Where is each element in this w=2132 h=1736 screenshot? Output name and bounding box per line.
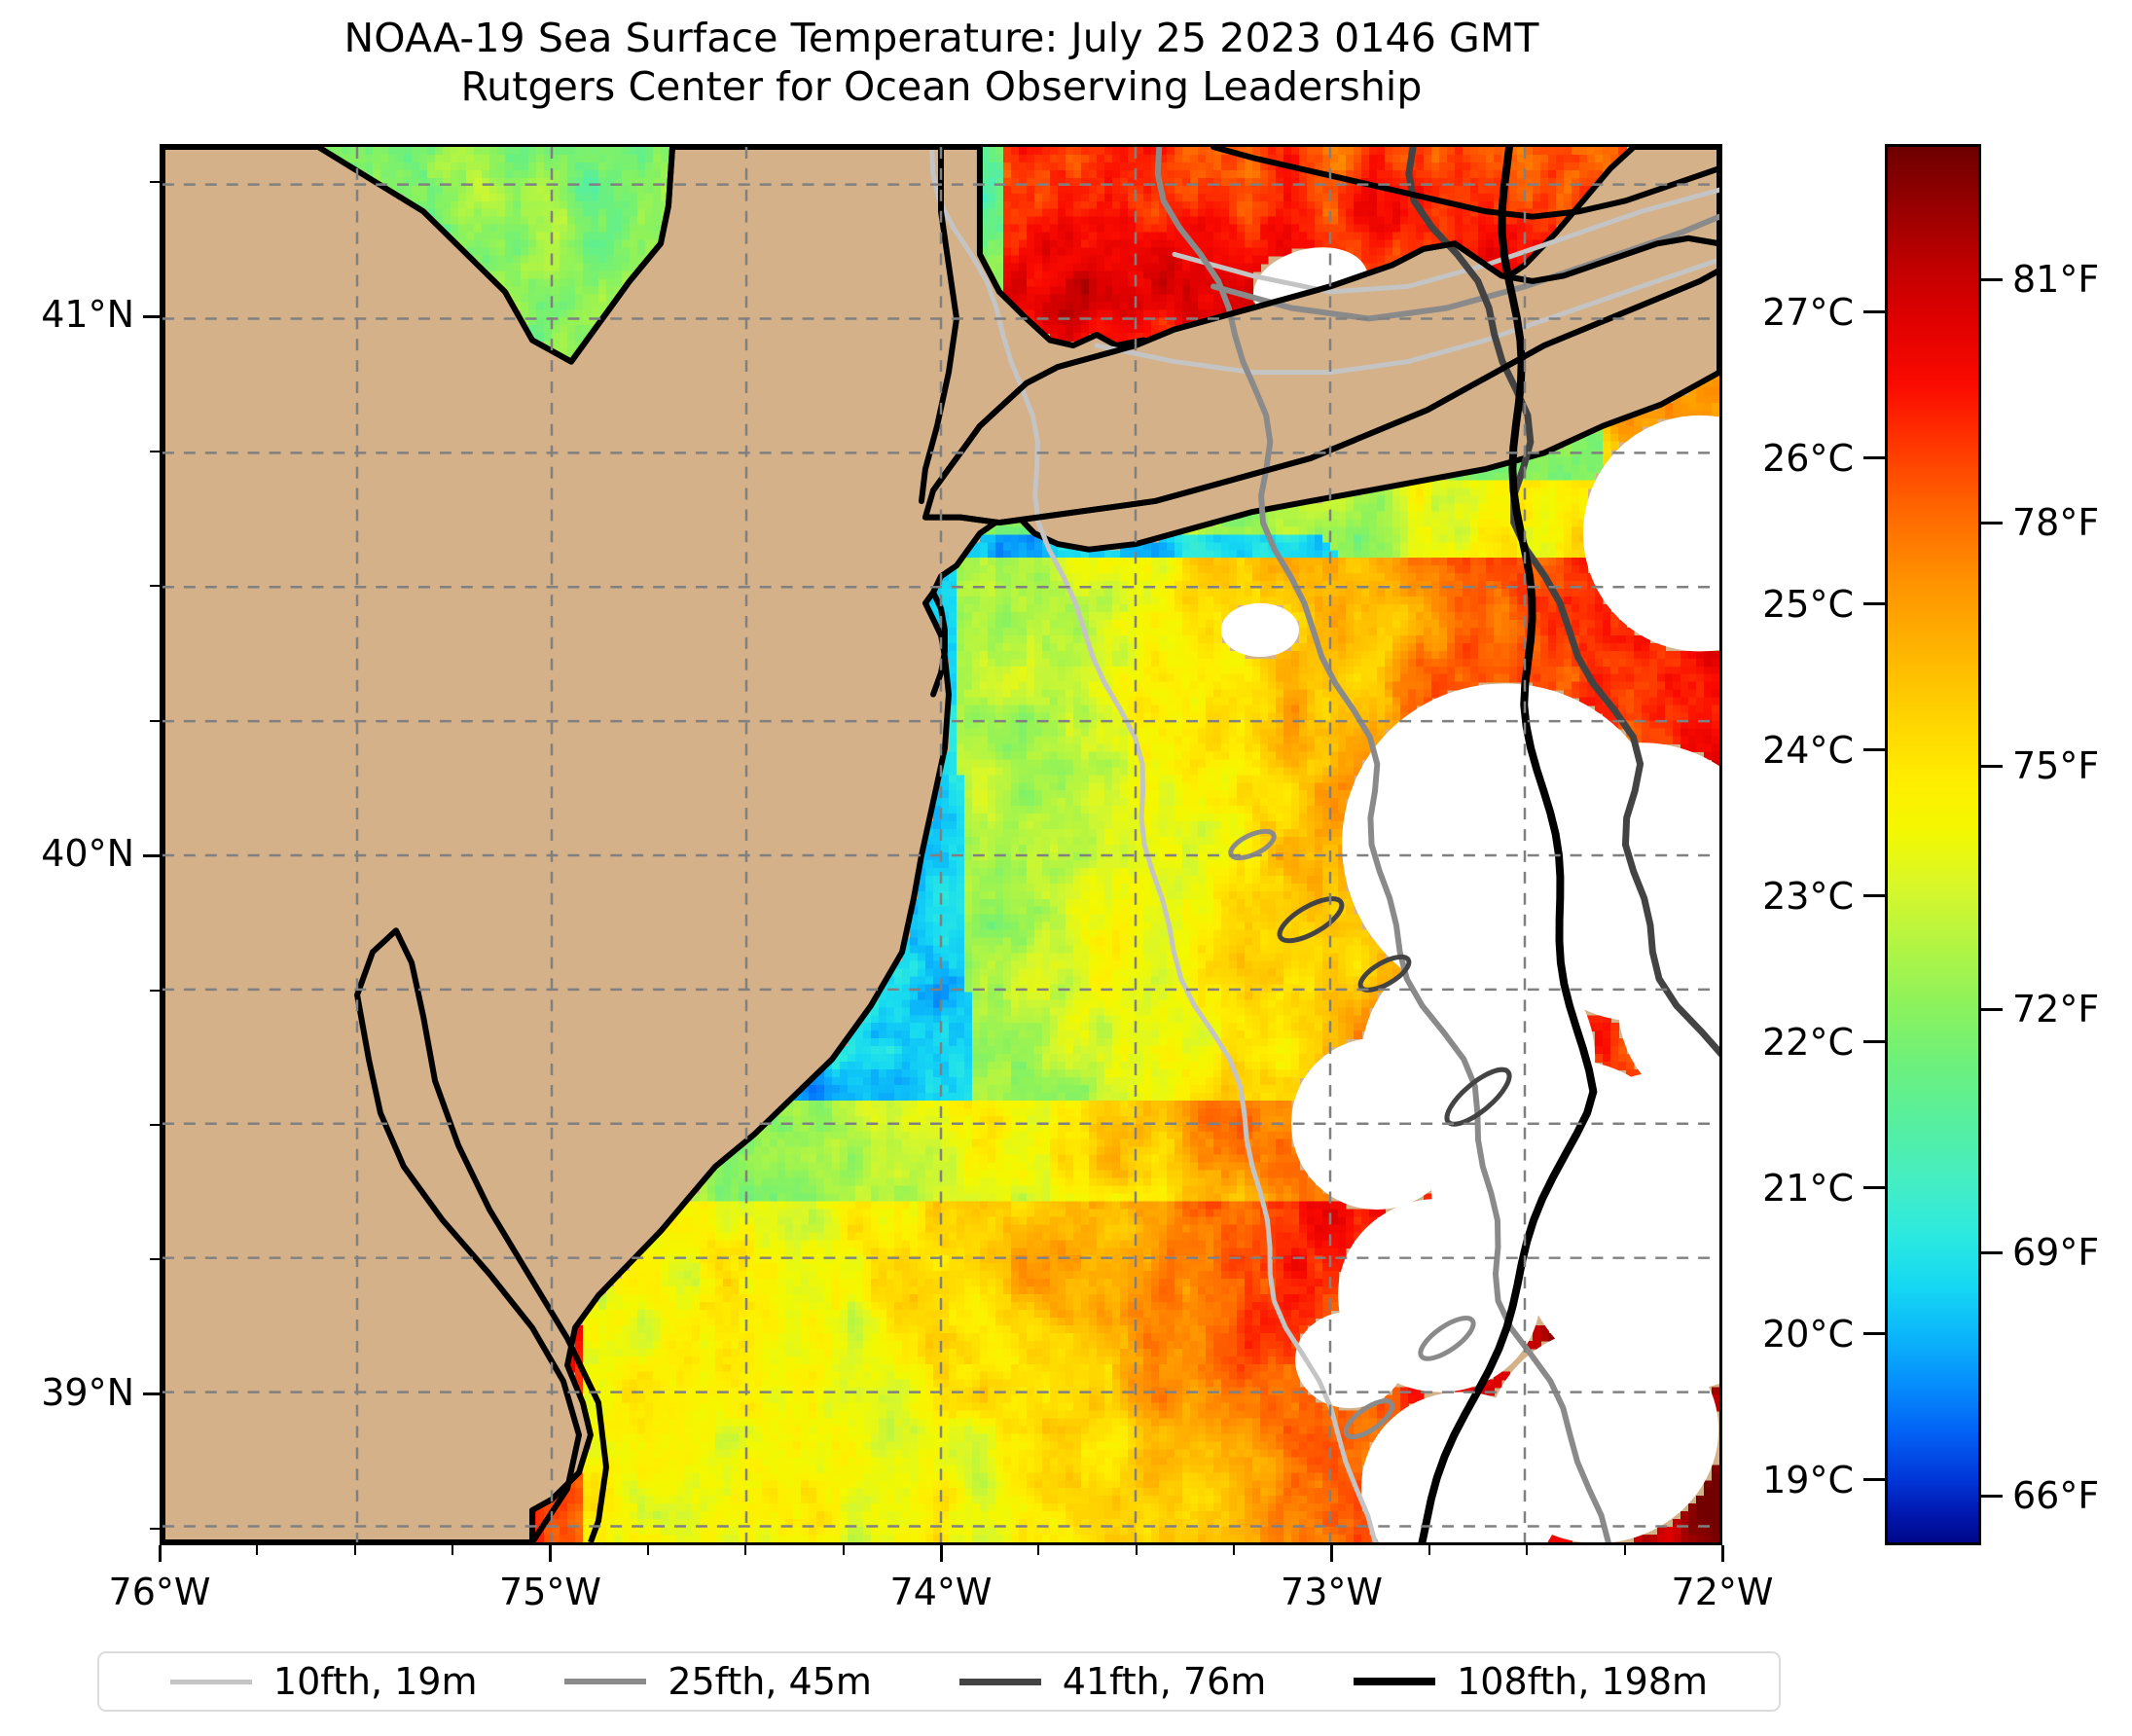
sst-map-axes[interactable]	[160, 144, 1722, 1545]
tick-mark	[143, 314, 160, 318]
depth-contour-swatch-icon	[564, 1679, 647, 1684]
xtick-label-2: 74°W	[889, 1571, 993, 1613]
tick-mark	[1330, 1545, 1333, 1562]
bathymetry-contour-layer	[929, 147, 1719, 1542]
legend-item[interactable]: 10fth, 19m	[169, 1660, 478, 1703]
tick-mark	[143, 853, 160, 857]
cloud-mask-layer	[1220, 247, 1719, 1542]
colorbar-fahrenheit-tick	[1981, 1250, 2003, 1254]
tick-mark	[1720, 1545, 1724, 1562]
xtick-label-1: 75°W	[499, 1571, 601, 1613]
colorbar-celsius-tick	[1863, 310, 1885, 313]
gridline-layer	[163, 147, 1719, 1542]
depth-contour-swatch-icon	[1354, 1678, 1436, 1685]
tick-mark	[256, 1545, 259, 1555]
tick-mark	[1623, 1545, 1626, 1555]
legend-item[interactable]: 41fth, 76m	[958, 1660, 1267, 1703]
tick-mark	[150, 1124, 160, 1126]
title-line-2: Rutgers Center for Ocean Observing Leade…	[460, 63, 1423, 111]
tick-mark	[1233, 1545, 1236, 1555]
colorbar-fahrenheit-tick	[1981, 764, 2003, 768]
colorbar-fahrenheit-tick	[1981, 277, 2003, 281]
colorbar-celsius-label-3: 24°C	[1762, 728, 1854, 772]
colorbar-fahrenheit-tick	[1981, 1007, 2003, 1011]
colorbar-celsius-label-6: 21°C	[1762, 1166, 1854, 1210]
sst-map-svg	[163, 147, 1719, 1542]
page-title: NOAA-19 Sea Surface Temperature: July 25…	[0, 14, 1883, 111]
legend-item[interactable]: 108fth, 198m	[1354, 1660, 1708, 1703]
colorbar[interactable]	[1885, 144, 1981, 1545]
colorbar-celsius-label-0: 27°C	[1762, 290, 1854, 334]
bathymetry-legend[interactable]: 10fth, 19m 25fth, 45m 41fth, 76m 108fth, 19…	[97, 1651, 1781, 1712]
tick-mark	[1427, 1545, 1430, 1555]
legend-item-label: 10fth, 19m	[272, 1660, 478, 1703]
colorbar-celsius-label-1: 26°C	[1762, 436, 1854, 480]
colorbar-celsius-label-8: 19°C	[1762, 1458, 1854, 1501]
tick-mark	[549, 1545, 552, 1562]
tick-mark	[150, 989, 160, 992]
ytick-label-0: 41°N	[41, 293, 134, 337]
depth-contour-swatch-icon	[169, 1679, 252, 1684]
colorbar-fahrenheit-label-2: 75°F	[2012, 744, 2100, 788]
colorbar-celsius-tick	[1863, 1332, 1885, 1335]
colorbar-fahrenheit-label-1: 78°F	[2012, 501, 2100, 545]
colorbar-gradient	[1885, 144, 1981, 1545]
tick-mark	[150, 719, 160, 722]
colorbar-celsius-tick	[1863, 1040, 1885, 1043]
tick-mark	[452, 1545, 454, 1555]
tick-mark	[744, 1545, 747, 1555]
xtick-label-4: 72°W	[1671, 1571, 1774, 1613]
legend-item-label: 41fth, 76m	[1062, 1660, 1267, 1703]
tick-mark	[150, 1528, 160, 1531]
ytick-label-1: 40°N	[41, 832, 134, 876]
xtick-label-0: 76°W	[108, 1571, 211, 1613]
colorbar-celsius-tick	[1863, 456, 1885, 459]
colorbar-celsius-tick	[1863, 1186, 1885, 1189]
tick-mark	[646, 1545, 649, 1555]
tick-mark	[150, 1258, 160, 1261]
colorbar-celsius-label-4: 23°C	[1762, 874, 1854, 918]
tick-mark	[353, 1545, 356, 1555]
colorbar-celsius-label-5: 22°C	[1762, 1020, 1854, 1064]
colorbar-celsius-tick	[1863, 748, 1885, 751]
colorbar-fahrenheit-label-4: 69°F	[2012, 1231, 2100, 1275]
legend-item-label: 108fth, 198m	[1457, 1660, 1709, 1703]
legend-item-label: 25fth, 45m	[668, 1660, 872, 1703]
tick-mark	[1526, 1545, 1529, 1555]
colorbar-celsius-tick	[1863, 602, 1885, 605]
xtick-label-3: 73°W	[1281, 1571, 1383, 1613]
colorbar-fahrenheit-label-3: 72°F	[2012, 988, 2100, 1031]
colorbar-fahrenheit-tick	[1981, 521, 2003, 524]
tick-mark	[1135, 1545, 1138, 1555]
tick-mark	[842, 1545, 845, 1555]
depth-contour-swatch-icon	[958, 1678, 1041, 1685]
tick-mark	[939, 1545, 943, 1562]
colorbar-fahrenheit-label-5: 66°F	[2012, 1474, 2100, 1518]
tick-mark	[150, 450, 160, 452]
colorbar-celsius-tick	[1863, 894, 1885, 897]
colorbar-fahrenheit-tick	[1981, 1494, 2003, 1498]
colorbar-celsius-label-7: 20°C	[1762, 1312, 1854, 1356]
title-line-1: NOAA-19 Sea Surface Temperature: July 25…	[343, 15, 1539, 61]
colorbar-celsius-label-2: 25°C	[1762, 582, 1854, 626]
colorbar-fahrenheit-label-0: 81°F	[2012, 258, 2100, 302]
ytick-label-2: 39°N	[41, 1370, 134, 1414]
tick-mark	[150, 180, 160, 183]
colorbar-celsius-tick	[1863, 1478, 1885, 1481]
tick-mark	[150, 585, 160, 588]
tick-mark	[158, 1545, 162, 1562]
tick-mark	[1037, 1545, 1040, 1555]
tick-mark	[143, 1392, 160, 1396]
legend-item[interactable]: 25fth, 45m	[564, 1660, 872, 1703]
